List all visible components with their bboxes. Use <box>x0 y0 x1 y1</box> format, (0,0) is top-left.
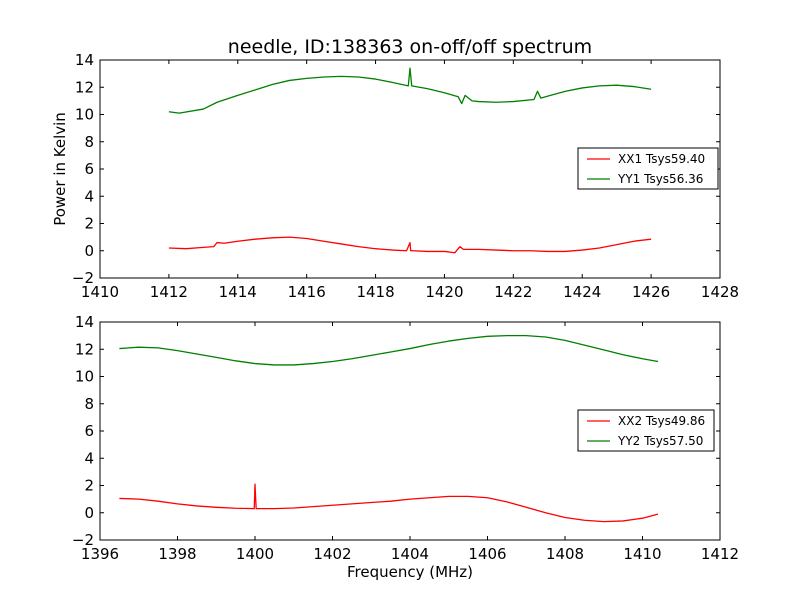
bottom-series-line-2 <box>119 334 659 366</box>
top-x-tick-label: 1412 <box>150 283 188 301</box>
top-x-tick-label: 1426 <box>632 283 670 301</box>
top-legend-label-1: XX1 Tsys59.40 <box>618 152 705 166</box>
chart-title: needle, ID:138363 on-off/off spectrum <box>228 36 592 58</box>
bottom-y-tick-label: 14 <box>75 313 94 331</box>
top-x-tick-label: 1424 <box>563 283 601 301</box>
top-x-tick-label: 1420 <box>425 283 463 301</box>
bottom-x-tick-label: 1410 <box>623 545 661 563</box>
bottom-y-tick-label: 6 <box>84 422 94 440</box>
top-y-tick-label: 0 <box>84 242 94 260</box>
bottom-legend-label-2: YY2 Tsys57.50 <box>617 434 703 448</box>
bottom-legend-box <box>577 409 715 452</box>
bottom-y-tick-label: 10 <box>75 368 94 386</box>
bottom-y-tick-label: 12 <box>75 340 94 358</box>
bottom-legend: XX2 Tsys49.86 YY2 Tsys57.50 <box>577 409 715 452</box>
top-y-tick-label: 10 <box>75 106 94 124</box>
bottom-x-tick-label: 1412 <box>701 545 739 563</box>
top-series-line-2 <box>168 67 652 114</box>
bottom-y-tick-label: −2 <box>72 531 94 549</box>
top-legend: XX1 Tsys59.40 YY1 Tsys56.36 <box>577 147 719 190</box>
bottom-y-tick-label: 4 <box>84 449 94 467</box>
bottom-x-tick-label: 1398 <box>158 545 196 563</box>
x-axis-label: Frequency (MHz) <box>347 563 473 581</box>
bottom-x-tick-label: 1396 <box>81 545 119 563</box>
bottom-legend-label-1: XX2 Tsys49.86 <box>618 414 705 428</box>
top-y-tick-label: 14 <box>75 51 94 69</box>
top-x-tick-label: 1422 <box>494 283 532 301</box>
top-x-tick-label: 1428 <box>701 283 739 301</box>
top-series-line-1 <box>168 236 652 254</box>
top-y-tick-label: 12 <box>75 78 94 96</box>
bottom-subplot: 1396 1398 1400 1402 1404 1406 1408 1410 1412−202… <box>72 313 739 563</box>
top-legend-label-2: YY1 Tsys56.36 <box>617 172 703 186</box>
bottom-y-tick-label: 0 <box>84 504 94 522</box>
bottom-x-tick-label: 1404 <box>391 545 429 563</box>
top-x-tick-label: 1416 <box>288 283 326 301</box>
top-y-tick-label: −2 <box>72 269 94 287</box>
bottom-y-tick-label: 8 <box>84 395 94 413</box>
top-legend-box <box>577 147 719 190</box>
bottom-x-tick-label: 1402 <box>313 545 351 563</box>
y-axis-label: Power in Kelvin <box>51 112 69 226</box>
top-y-tick-label: 8 <box>84 133 94 151</box>
top-y-tick-label: 4 <box>84 187 94 205</box>
top-x-tick-label: 1410 <box>81 283 119 301</box>
bottom-x-tick-label: 1400 <box>236 545 274 563</box>
top-x-tick-label: 1418 <box>356 283 394 301</box>
top-subplot: 1410 1412 1414 1416 1418 1420 1422 1424 1426 1428… <box>72 51 739 301</box>
bottom-series-line-1 <box>119 483 659 523</box>
bottom-y-tick-label: 2 <box>84 477 94 495</box>
bottom-x-tick-label: 1406 <box>468 545 506 563</box>
top-x-tick-label: 1414 <box>219 283 257 301</box>
top-y-tick-label: 2 <box>84 215 94 233</box>
top-y-tick-label: 6 <box>84 160 94 178</box>
bottom-x-tick-label: 1408 <box>546 545 584 563</box>
